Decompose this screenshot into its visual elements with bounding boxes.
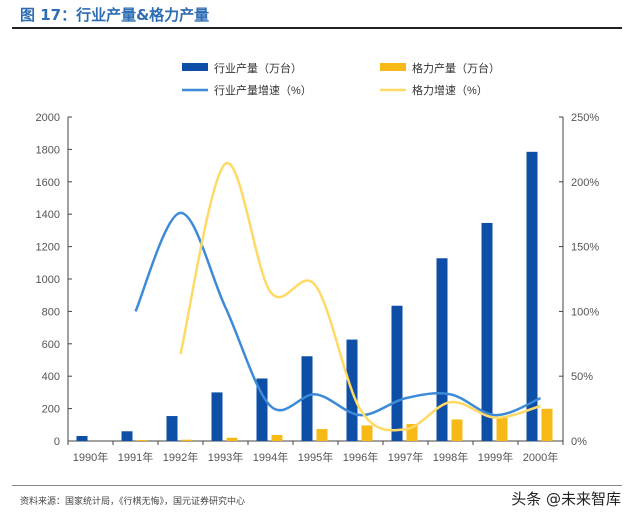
left-tick-label: 800 [42,306,60,318]
legend-label: 格力增速（%） [412,83,488,97]
right-tick-label: 200% [571,177,599,189]
bar-gree [496,417,508,441]
x-tick-label: 1997年 [388,450,423,464]
right-tick-label: 0% [571,436,587,448]
bar-industry [301,356,313,441]
bar-industry [481,222,493,441]
x-tick-label: 1996年 [343,450,378,464]
bar-industry [256,378,268,441]
bar-industry [76,435,88,441]
watermark: 头条 @未来智库 [511,490,621,508]
title-divider [12,27,622,29]
x-tick-label: 1995年 [298,450,333,464]
bar-industry [391,305,403,441]
left-tick-label: 1600 [36,177,60,189]
left-tick-label: 200 [42,404,60,416]
x-tick-label: 1990年 [73,450,108,464]
bar-gree [541,408,553,441]
legend-label: 格力产量（万台） [412,61,500,75]
chart: 0 200 400 600 800 1000 1200 1400 1600 1800 2000 0% 5… [36,61,600,464]
bar-industry [166,416,178,441]
left-tick-label: 600 [42,339,60,351]
legend-label: 行业产量（万台） [214,61,302,75]
bar-industry [526,151,538,441]
left-tick-label: 0 [54,436,60,448]
legend-label: 行业产量增速（%） [214,83,312,97]
left-tick-label: 1400 [36,209,60,221]
bar-gree [451,419,463,441]
left-tick-label: 1200 [36,242,60,254]
x-tick-label: 1994年 [253,450,288,464]
source-note: 资料来源：国家统计局，《行棋无悔》，国元证券研究中心 [20,497,246,507]
line-industry-growth [134,211,541,417]
bar-gree [181,439,193,441]
bar-gree [271,435,283,441]
bar-gree [226,437,238,441]
x-tick-label: 1993年 [208,450,243,464]
figure-title: 图 17：行业产量&格力产量 [20,6,210,24]
bar-gree [361,425,373,441]
right-tick-label: 100% [571,306,599,318]
bar-gree [136,440,148,441]
right-tick-label: 150% [571,242,599,254]
x-tick-label: 1991年 [118,450,153,464]
bar-gree [316,429,328,441]
bar-gree [406,423,418,441]
x-tick-label: 1998年 [433,450,468,464]
bar-industry [121,431,133,441]
bar-industry [436,258,448,441]
legend-swatch [380,63,406,71]
left-tick-label: 1000 [36,274,60,286]
x-tick-label: 1999年 [478,450,513,464]
left-tick-label: 400 [42,371,60,383]
line-gree-growth [179,162,541,432]
x-tick-label: 1992年 [163,450,198,464]
left-tick-label: 1800 [36,144,60,156]
right-tick-label: 50% [571,371,593,383]
x-tick-label: 2000年 [523,450,558,464]
bar-industry [211,392,223,441]
footer-divider [12,485,622,486]
legend-swatch [182,63,208,71]
left-tick-label: 2000 [36,112,60,124]
right-tick-label: 250% [571,112,599,124]
